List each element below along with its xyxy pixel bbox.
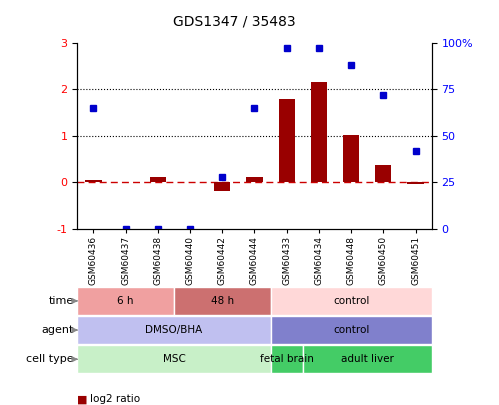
- Text: log2 ratio: log2 ratio: [90, 394, 140, 404]
- Bar: [77, 316, 270, 344]
- Text: time: time: [48, 296, 74, 306]
- Bar: [214, 182, 231, 191]
- Bar: [278, 99, 295, 182]
- Text: control: control: [333, 296, 369, 306]
- Bar: [343, 135, 359, 182]
- Text: 6 h: 6 h: [117, 296, 134, 306]
- Text: cell type: cell type: [26, 354, 74, 364]
- Text: adult liver: adult liver: [341, 354, 394, 364]
- Text: fetal brain: fetal brain: [260, 354, 314, 364]
- Bar: [303, 345, 432, 373]
- Text: 48 h: 48 h: [211, 296, 234, 306]
- Text: agent: agent: [41, 325, 74, 335]
- Bar: [77, 287, 174, 315]
- Text: control: control: [333, 325, 369, 335]
- Text: GDS1347 / 35483: GDS1347 / 35483: [173, 14, 296, 28]
- Bar: [77, 345, 270, 373]
- Bar: [270, 316, 432, 344]
- Text: ■: ■: [77, 394, 88, 404]
- Bar: [270, 287, 432, 315]
- Bar: [270, 345, 303, 373]
- Bar: [375, 164, 391, 182]
- Bar: [150, 177, 166, 182]
- Bar: [311, 82, 327, 182]
- Text: MSC: MSC: [163, 354, 186, 364]
- Bar: [408, 182, 424, 183]
- Bar: [85, 180, 101, 182]
- Text: DMSO/BHA: DMSO/BHA: [145, 325, 203, 335]
- Bar: [174, 287, 270, 315]
- Bar: [247, 177, 262, 182]
